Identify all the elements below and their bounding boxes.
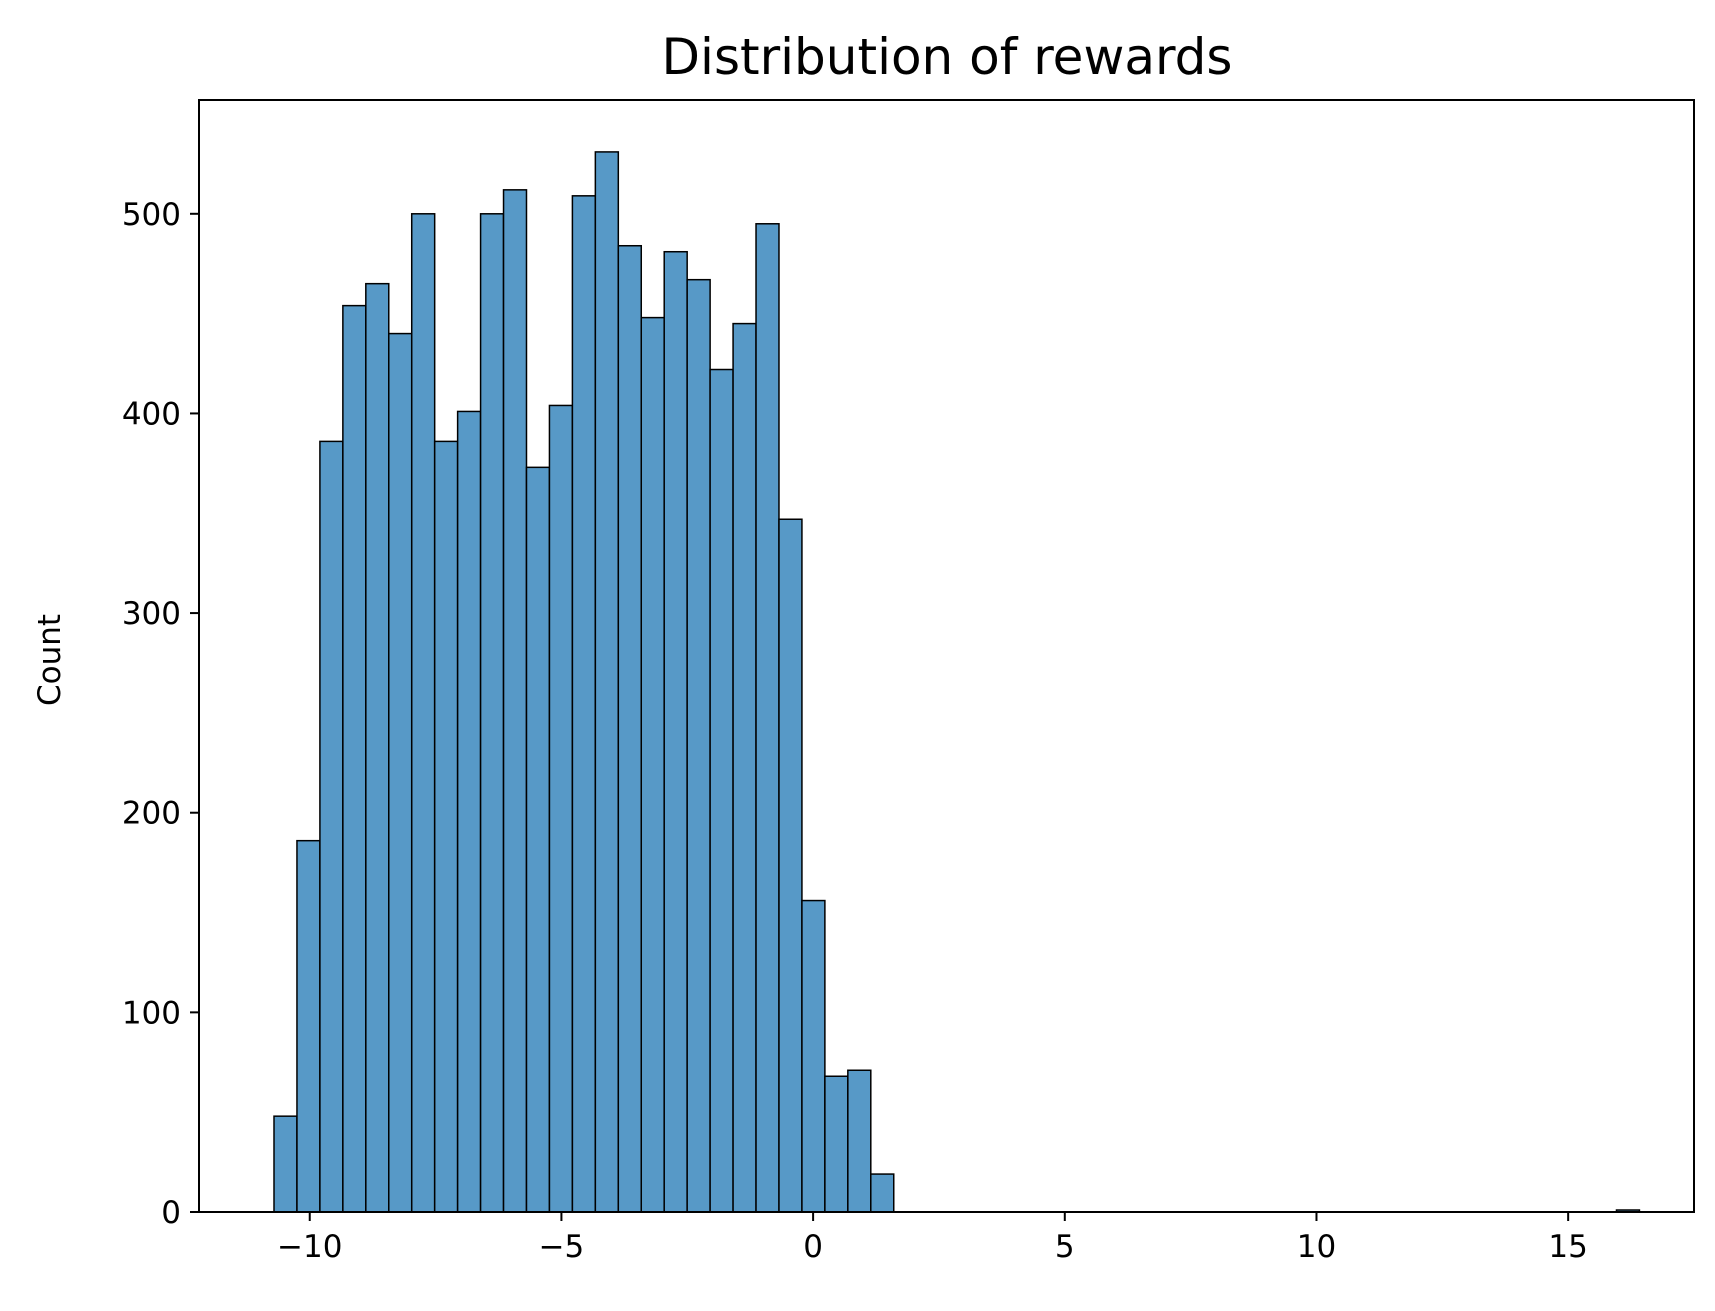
x-axis-ticks: −10 −5 0 5 10 15 [277, 1212, 1588, 1265]
histogram-bar [410, 213, 436, 1213]
histogram-bar [479, 213, 505, 1213]
histogram-bar [847, 1069, 872, 1213]
y-axis-label: Count [32, 614, 68, 706]
y-axis-ticks: 0 100 200 300 400 500 [122, 197, 199, 1231]
histogram-bar [755, 223, 780, 1213]
x-tick-label: −5 [539, 1229, 585, 1265]
histogram-bar [617, 244, 643, 1213]
histogram-bars [273, 151, 1641, 1213]
histogram-bar [365, 282, 390, 1213]
y-tick-label: 400 [122, 396, 181, 432]
histogram-bar [686, 278, 711, 1213]
histogram-bar [732, 322, 757, 1213]
histogram-bar [640, 316, 665, 1213]
histogram-bar [663, 250, 688, 1213]
x-tick-label: 10 [1297, 1229, 1336, 1265]
x-tick-label: −10 [277, 1229, 342, 1265]
y-tick-label: 500 [122, 197, 181, 233]
histogram-bar [273, 1115, 298, 1213]
x-tick-label: 5 [1055, 1229, 1075, 1265]
histogram-bar [296, 839, 321, 1213]
histogram-bar [388, 332, 413, 1213]
histogram-bar [502, 189, 528, 1213]
chart-title: Distribution of rewards [662, 28, 1233, 86]
histogram-bar [870, 1173, 895, 1213]
histogram-bar [525, 466, 551, 1213]
y-tick-label: 0 [161, 1195, 181, 1231]
histogram-bar [824, 1075, 849, 1213]
histogram-bar [319, 440, 344, 1213]
x-tick-label: 15 [1548, 1229, 1587, 1265]
histogram-bar [801, 899, 826, 1213]
histogram-bar [709, 368, 734, 1213]
histogram-bar [778, 518, 803, 1213]
y-tick-label: 200 [122, 796, 181, 832]
histogram-bar [456, 410, 482, 1213]
plot-frame [198, 99, 1695, 1213]
y-tick-label: 100 [122, 995, 181, 1031]
y-tick-label: 300 [122, 596, 181, 632]
x-tick-label: 0 [803, 1229, 823, 1265]
histogram-bar [548, 404, 574, 1213]
histogram-bar [433, 440, 459, 1213]
histogram-bar [571, 195, 597, 1213]
histogram-bar [594, 151, 620, 1213]
histogram-bar [342, 304, 367, 1213]
